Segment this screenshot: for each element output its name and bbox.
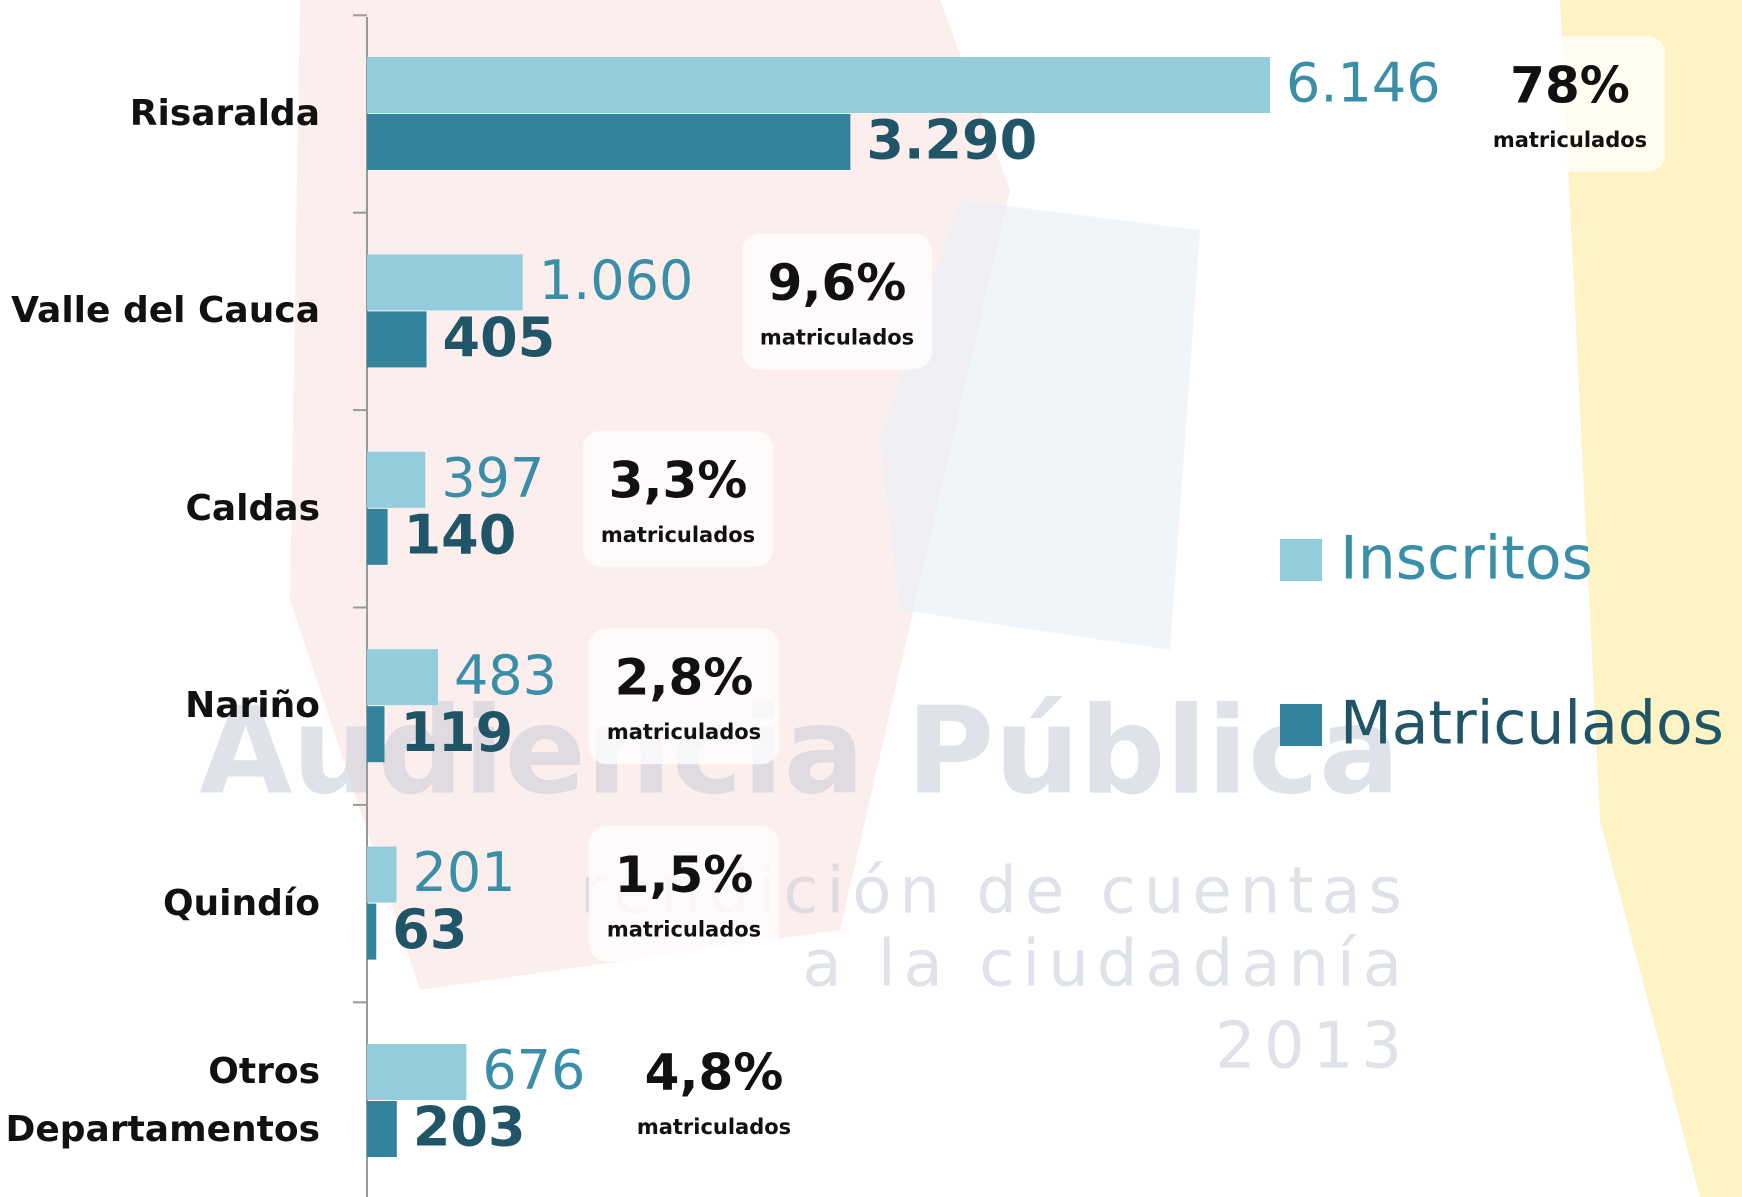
watermark-text: Audiencia Pública: [199, 683, 1400, 822]
annotation-label: matriculados: [637, 1115, 791, 1139]
annotation-box: [619, 1023, 809, 1159]
watermark-text: a la ciudadanía: [802, 928, 1410, 1002]
annotation-box: [742, 233, 932, 370]
value-label: 119: [400, 701, 513, 764]
value-label: 483: [454, 644, 557, 707]
background-strip: [1560, 0, 1742, 1197]
category-label: Quindío: [162, 882, 320, 924]
annotation-box: [1475, 36, 1665, 172]
category-label: Valle del Cauca: [11, 290, 320, 332]
category-label: Otros Departamentos: [5, 1051, 320, 1150]
legend-label: Inscritos: [1340, 524, 1593, 594]
value-label: 6.146: [1286, 52, 1441, 115]
legend-swatch: [1280, 704, 1322, 746]
value-label: 405: [443, 306, 556, 369]
bar: [367, 254, 523, 311]
value-label: 676: [482, 1039, 585, 1102]
bar: [367, 649, 438, 706]
bar: [367, 706, 385, 763]
annotation-box: [583, 430, 773, 567]
bar: [367, 57, 1270, 113]
bar: [367, 846, 397, 903]
bar: [367, 903, 377, 960]
annotation-label: matriculados: [607, 918, 761, 942]
annotation-box: [589, 628, 779, 765]
value-label: 1.060: [539, 249, 694, 312]
annotation-percent: 9,6%: [768, 254, 907, 312]
value-label: 203: [413, 1096, 526, 1159]
watermark-text: 2013: [1215, 1010, 1410, 1084]
annotation-label: matriculados: [607, 720, 761, 744]
annotation-percent: 2,8%: [615, 649, 754, 707]
value-label: 140: [404, 503, 517, 566]
annotation-percent: 78%: [1510, 57, 1630, 115]
annotation-label: matriculados: [601, 523, 755, 547]
legend-label: Matriculados: [1340, 689, 1724, 759]
legend-swatch: [1280, 539, 1322, 581]
annotation-percent: 3,3%: [609, 451, 748, 509]
bar: [367, 508, 388, 565]
bar: [367, 114, 851, 170]
annotation-label: matriculados: [1493, 128, 1647, 152]
value-label: 3.290: [866, 109, 1037, 172]
category-label: Risaralda: [129, 93, 320, 134]
value-label: 201: [413, 841, 516, 904]
bar: [367, 451, 426, 508]
value-label: 63: [392, 898, 467, 961]
category-label: Nariño: [185, 685, 320, 727]
bar: [367, 1101, 397, 1157]
annotation-label: matriculados: [760, 325, 914, 349]
background-shape: [880, 200, 1200, 650]
category-label: Caldas: [185, 487, 320, 529]
bar: [367, 311, 427, 368]
value-label: 397: [441, 446, 544, 509]
annotation-percent: 1,5%: [615, 846, 754, 904]
annotation-box: [589, 825, 779, 962]
bar: [367, 1044, 467, 1100]
annotation-percent: 4,8%: [645, 1044, 784, 1102]
